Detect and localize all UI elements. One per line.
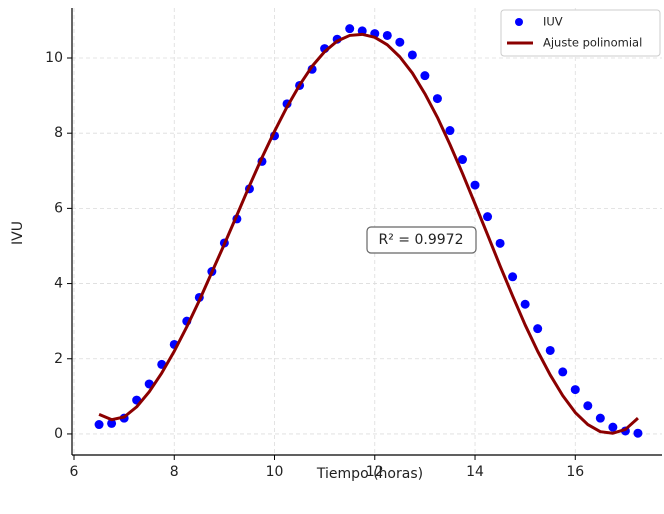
x-tick-label: 16 <box>566 464 584 480</box>
data-point <box>395 37 405 47</box>
data-point <box>420 71 430 81</box>
y-tick-label: 2 <box>54 351 63 367</box>
legend-label: IUV <box>543 15 563 29</box>
data-point <box>558 367 568 377</box>
data-point <box>533 324 543 334</box>
data-point <box>432 94 442 104</box>
legend-box <box>500 9 661 57</box>
x-tick-label: 6 <box>70 464 79 480</box>
data-point <box>445 126 455 136</box>
x-tick-label: 10 <box>266 464 284 480</box>
x-tick-label: 12 <box>366 464 384 480</box>
data-point <box>94 420 104 430</box>
y-tick-label: 0 <box>54 426 63 442</box>
data-point <box>457 155 467 165</box>
x-tick-label: 8 <box>170 464 179 480</box>
plot-area: 6 8 10 12 14 16 0 2 4 6 8 10 <box>45 8 662 480</box>
y-axis-label: IVU <box>10 221 26 245</box>
data-point <box>483 212 493 222</box>
y-tick-label: 6 <box>54 200 63 216</box>
y-tick-label: 4 <box>54 276 63 292</box>
data-point <box>495 238 505 248</box>
x-axis-label: Tiempo (horas) <box>316 466 423 482</box>
data-point <box>345 24 355 34</box>
data-point <box>545 345 555 355</box>
data-point <box>595 413 605 423</box>
y-tick-label: 8 <box>54 125 63 141</box>
data-point <box>608 422 618 432</box>
data-point <box>407 50 417 60</box>
fit-line <box>98 32 639 435</box>
legend-label: Ajuste polinomial <box>543 36 642 50</box>
annotation: R² = 0.9972 <box>379 232 464 248</box>
y-tick-label: 10 <box>45 50 63 66</box>
data-point <box>107 418 117 428</box>
data-point <box>470 180 480 190</box>
data-point <box>583 401 593 411</box>
data-point <box>570 385 580 395</box>
data-point <box>382 30 392 40</box>
legend: IUV Ajuste polinomial <box>500 9 661 57</box>
data-point <box>633 428 643 438</box>
x-tick-label: 14 <box>466 464 484 480</box>
annotation-box <box>366 226 477 254</box>
data-point <box>508 272 518 282</box>
legend-marker <box>515 18 523 26</box>
data-point <box>520 299 530 309</box>
